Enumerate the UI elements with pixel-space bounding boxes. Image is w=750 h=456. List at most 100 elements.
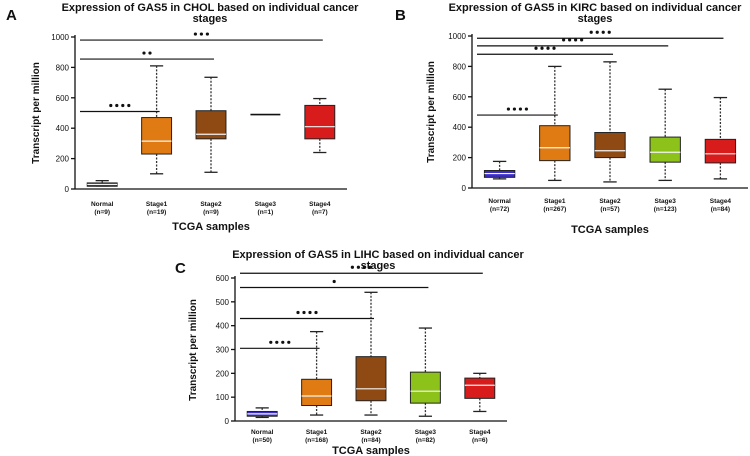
x-axis-label: TCGA samples [332, 445, 410, 456]
y-tick-label: 300 [216, 346, 230, 355]
significance-star [121, 103, 125, 108]
significance-star [512, 107, 517, 111]
chart-title: Expression of GAS5 in KIRC based on indi… [449, 2, 743, 14]
significance-star [574, 38, 578, 42]
box-iqr [539, 125, 571, 162]
chart-title: stages [361, 260, 396, 272]
box-iqr [649, 136, 681, 163]
panel-A: A Expression of GAS5 in CHOL based on ind… [6, 2, 359, 233]
category-count: (n=168) [305, 437, 328, 444]
significance-star [607, 30, 611, 34]
box-iqr [141, 117, 173, 155]
y-tick-label: 400 [56, 124, 70, 133]
category-count: (n=1) [258, 209, 274, 216]
category-label: Stage3 [655, 198, 677, 205]
y-tick-label: 1000 [448, 32, 466, 41]
category-label: Stage1 [544, 198, 566, 205]
category-count: (n=72) [490, 206, 509, 213]
category-label: Stage4 [309, 201, 331, 208]
significance-star [356, 265, 360, 269]
significance-star [142, 51, 146, 55]
x-axis-label: TCGA samples [571, 224, 649, 236]
significance-star [115, 103, 119, 108]
box-stage2 [355, 291, 387, 416]
category-label: Stage3 [255, 201, 277, 208]
significance-star [199, 32, 203, 36]
chart-title: Expression of GAS5 in LIHC based on indi… [232, 249, 524, 261]
significance-stars [142, 51, 152, 55]
significance-star [562, 38, 566, 42]
box-normal [246, 407, 278, 419]
significance-star [314, 310, 318, 315]
box-iqr [304, 104, 336, 140]
category-count: (n=50) [253, 437, 272, 444]
box-iqr [355, 356, 387, 402]
significance-star [540, 46, 544, 50]
significance-stars [589, 30, 611, 34]
significance-stars [296, 310, 318, 315]
box-stage4 [304, 97, 336, 154]
panel-label: B [395, 7, 406, 24]
panel-B: B Expression of GAS5 in KIRC based on ind… [395, 2, 748, 236]
significance-stars [350, 265, 372, 269]
category-label: Stage2 [200, 201, 222, 208]
significance-star [595, 30, 599, 34]
category-count: (n=7) [312, 209, 328, 216]
y-axis-label: Transcript per million [31, 62, 42, 164]
significance-star [546, 46, 550, 50]
x-axis-label: TCGA samples [172, 221, 250, 233]
significance-star [534, 46, 538, 50]
box-stage2 [594, 61, 626, 183]
y-tick-label: 400 [216, 322, 230, 331]
significance-stars [269, 340, 291, 344]
category-count: (n=267) [543, 206, 566, 213]
y-tick-label: 500 [216, 298, 230, 307]
significance-star [518, 107, 523, 111]
panel-label: A [6, 7, 17, 24]
category-label: Stage3 [415, 429, 437, 436]
significance-star [205, 32, 209, 36]
y-tick-label: 800 [453, 62, 467, 71]
category-label: Stage1 [306, 429, 328, 436]
significance-star [368, 265, 372, 269]
significance-star [580, 38, 584, 42]
significance-star [269, 340, 273, 344]
category-count: (n=19) [147, 209, 166, 216]
box-iqr [409, 371, 441, 404]
category-label: Normal [251, 429, 274, 436]
y-tick-label: 600 [56, 94, 70, 103]
category-count: (n=84) [361, 437, 380, 444]
significance-stars [193, 32, 209, 36]
chart-title: Expression of GAS5 in CHOL based on indi… [62, 2, 360, 14]
y-tick-label: 0 [462, 184, 467, 193]
y-tick-label: 600 [216, 274, 230, 283]
y-tick-label: 200 [453, 154, 467, 163]
y-tick-label: 200 [56, 155, 70, 164]
significance-star [308, 310, 312, 315]
chart-title: stages [578, 13, 613, 25]
significance-star [552, 46, 556, 50]
significance-star [332, 279, 336, 284]
box-stage1 [539, 65, 571, 182]
box-normal [483, 160, 516, 180]
box-stage1 [301, 330, 333, 416]
panel-C: C Expression of GAS5 in LIHC based on ind… [175, 249, 524, 456]
category-label: Stage2 [599, 198, 621, 205]
box-stage1 [141, 65, 173, 175]
y-tick-label: 0 [65, 185, 70, 194]
significance-stars [506, 107, 529, 111]
box-stage2 [195, 76, 227, 173]
y-axis-label: Transcript per million [188, 299, 199, 401]
box-stage3 [409, 327, 441, 417]
category-count: (n=6) [472, 437, 488, 444]
y-tick-label: 600 [453, 93, 467, 102]
y-axis-label: Transcript per million [426, 61, 437, 163]
box-iqr [464, 377, 496, 399]
category-count: (n=84) [711, 206, 730, 213]
category-label: Stage4 [710, 198, 732, 205]
category-label: Normal [488, 198, 511, 205]
category-label: Stage2 [360, 429, 382, 436]
significance-star [148, 51, 152, 55]
significance-star [302, 310, 306, 315]
y-tick-label: 200 [216, 369, 230, 378]
